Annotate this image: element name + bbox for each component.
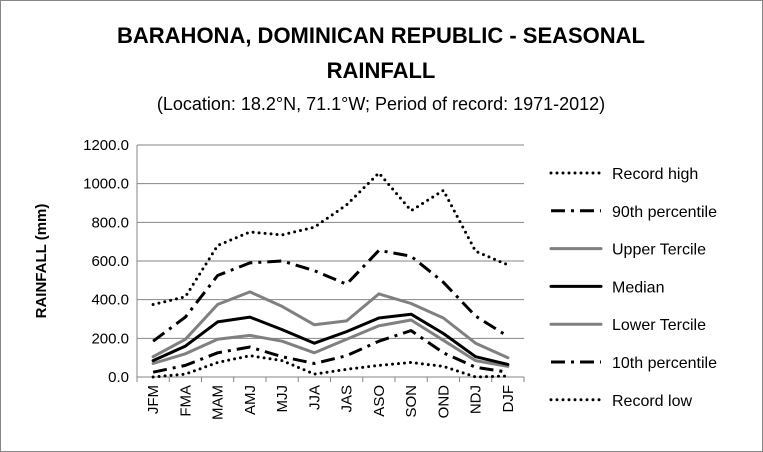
x-tick-label: JAS [339,385,356,413]
legend-label: Median [612,279,664,296]
legend-label: Upper Tercile [612,242,706,259]
x-tick-label: JJA [306,385,323,410]
y-tick-label: 800.0 [91,214,129,231]
series-lines [151,171,510,379]
gridlines [137,144,524,339]
x-tick-label: MJJ [274,385,291,413]
chart-subtitle: (Location: 18.2°N, 71.1°W; Period of rec… [157,94,605,114]
chart-title-line2: RAINFALL [327,58,436,83]
x-tick-label: ASO [371,385,388,417]
series-line-upper-tercile [151,290,510,360]
x-tick-label: NDJ [468,385,485,414]
y-tick-label: 400.0 [91,292,129,309]
y-tick-label: 0.0 [108,369,129,386]
x-tick-labels: JFM FMA MAM AMJ MJJ JJA JAS ASO SON OND NDJ DJF [145,385,517,420]
x-tick-label: DJF [500,385,517,413]
series-line-10th-percentile [152,329,509,374]
series-line-record-high [151,171,510,306]
series-line-median [151,312,510,366]
series-line-record-low [151,354,510,379]
legend-label: Record low [612,393,692,410]
x-tick-label: FMA [177,385,194,417]
y-tick-label: 1000.0 [83,176,129,193]
x-tick-label: OND [435,385,452,419]
chart-title-line1: BARAHONA, DOMINICAN REPUBLIC - SEASONAL [117,23,645,48]
x-tick-label: AMJ [242,385,259,415]
y-tick-label: 600.0 [91,253,129,270]
y-axis-label: RAINFALL (mm) [33,204,50,319]
series-line-lower-tercile [151,318,510,368]
x-tick-label: MAM [210,385,227,420]
x-tick-label: SON [403,385,420,418]
legend-label: 10th percentile [612,355,717,372]
legend-label: 90th percentile [612,204,717,221]
x-tick-label: JFM [145,385,162,414]
y-tick-label: 200.0 [91,330,129,347]
y-tick-labels: 0.0 200.0 400.0 600.0 800.0 1000.0 1200.0 [83,137,129,386]
axes [136,145,525,382]
y-tick-label: 1200.0 [83,137,129,154]
legend-label: Record high [612,166,698,183]
legend: Record high 90th percentile Upper Tercile M… [549,166,717,410]
legend-label: Lower Tercile [612,317,706,334]
series-line-90th-percentile [152,248,509,343]
